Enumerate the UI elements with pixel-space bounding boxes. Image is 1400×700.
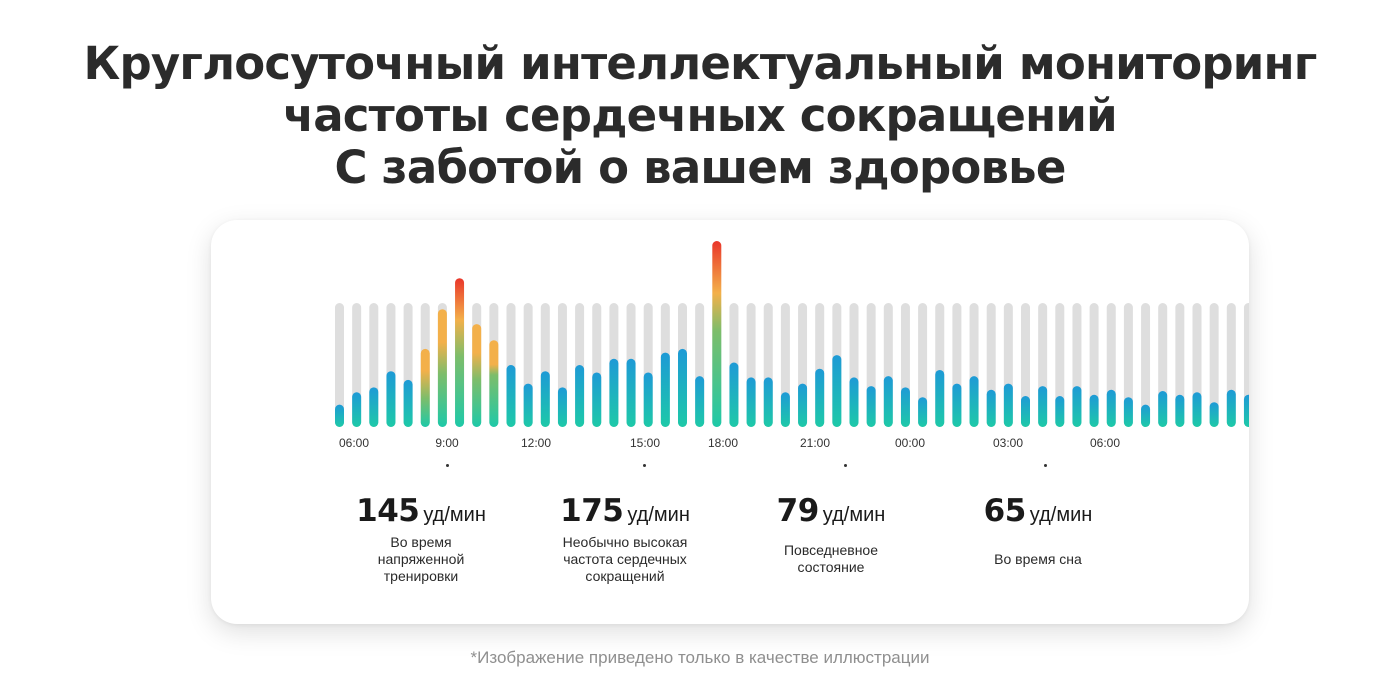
bar: [969, 376, 979, 427]
bar: [798, 383, 808, 427]
bar: [678, 348, 687, 427]
stat-abnormal: 175 уд/мин Необычно высокая частота серде…: [515, 491, 735, 587]
bar: [1209, 402, 1219, 427]
x-tick-label: 03:00: [993, 436, 1023, 450]
bar: [1038, 386, 1048, 427]
bar: [369, 387, 379, 427]
bar: [335, 404, 344, 427]
stat-value: 79: [776, 493, 820, 529]
bar: [626, 358, 636, 427]
bar: [695, 376, 705, 427]
bar: [575, 365, 585, 427]
bar: [952, 383, 962, 427]
bar-peak: [455, 278, 465, 427]
bar: [832, 355, 842, 427]
bar: [386, 371, 396, 427]
stat-label: Во время сна: [994, 550, 1082, 567]
x-tick-label: 9:00: [435, 436, 459, 450]
bar-peak: [420, 348, 430, 427]
bar: [729, 362, 739, 427]
bar: [883, 376, 893, 427]
bar-peak: [472, 324, 482, 427]
bar-peak: [712, 241, 722, 427]
stat-unit: уд/мин: [822, 504, 886, 526]
bar: [660, 352, 670, 427]
bar: [403, 379, 413, 427]
stat-label: Во время напряженной тренировки: [377, 533, 465, 584]
bar: [1003, 383, 1013, 427]
heart-rate-card: 06:00 9:00 12:00 15:00 18:00 21:00 00:00 03:00 0…: [211, 220, 1249, 624]
bar: [1089, 394, 1099, 427]
x-tick-label: 12:00: [521, 436, 551, 450]
stat-value: 145: [356, 493, 420, 529]
bar: [592, 372, 602, 427]
x-tick-label: 18:00: [708, 436, 738, 450]
bar: [1123, 397, 1133, 427]
bar: [609, 358, 619, 427]
bar: [849, 377, 859, 427]
bar: [540, 371, 550, 427]
stat-unit: уд/мин: [627, 504, 690, 526]
bar-track: [1021, 303, 1030, 427]
marker-dot: [844, 464, 847, 467]
heart-rate-chart: 06:00 9:00 12:00 15:00 18:00 21:00 00:00 03:00 0…: [335, 241, 1249, 450]
bar: [1072, 386, 1082, 427]
stat-label: Повседневное состояние: [783, 542, 879, 575]
bar-track: [918, 303, 928, 427]
x-tick-label: 00:00: [895, 436, 925, 450]
bar-track: [1209, 303, 1219, 427]
bar: [1226, 389, 1236, 427]
stat-daily: 79 уд/мин Повседневное состояние: [721, 491, 941, 587]
bar-peak: [437, 309, 447, 427]
bar: [557, 387, 567, 427]
x-axis-ticks: 06:00 9:00 12:00 15:00 18:00 21:00 00:00 03:00 0…: [339, 436, 1120, 450]
bar: [866, 386, 876, 427]
bar-group: [335, 241, 1249, 427]
x-tick-label: 21:00: [800, 436, 830, 450]
marker-dot: [446, 464, 449, 467]
bar: [523, 383, 533, 427]
bar: [1175, 394, 1185, 427]
bar: [918, 397, 928, 427]
marker-dot: [1044, 464, 1047, 467]
bar: [352, 392, 362, 427]
footnote: *Изображение приведено только в качестве…: [470, 648, 930, 667]
bar: [1021, 396, 1030, 427]
x-tick-label: 06:00: [1090, 436, 1120, 450]
headline: Круглосуточный интеллектуальный монитори…: [0, 38, 1400, 194]
stat-label: Необычно высокая частота сердечных сокра…: [562, 533, 688, 584]
headline-line-2: частоты сердечных сокращений: [283, 89, 1118, 142]
stat-training: 145 уд/мин Во время напряженной тренировк…: [311, 491, 531, 587]
marker-dot: [643, 464, 646, 467]
x-tick-label: 15:00: [630, 436, 660, 450]
bar: [900, 387, 910, 427]
bar-track: [1123, 303, 1133, 427]
x-tick-label: 06:00: [339, 436, 369, 450]
bar-track: [335, 303, 344, 427]
bar: [1106, 389, 1116, 427]
bar: [1243, 394, 1249, 427]
headline-line-3: С заботой о вашем здоровье: [334, 141, 1066, 194]
headline-line-1: Круглосуточный интеллектуальный монитори…: [83, 37, 1317, 90]
bar: [986, 389, 996, 427]
bar: [763, 377, 773, 427]
stat-unit: уд/мин: [1029, 504, 1093, 526]
bar: [506, 365, 516, 427]
bar: [643, 372, 653, 427]
bar: [1192, 392, 1202, 427]
bar-track: [1141, 303, 1151, 427]
bar: [1158, 391, 1168, 427]
bar: [935, 369, 945, 427]
stat-value: 65: [983, 493, 1027, 529]
stat-sleep: 65 уд/мин Во время сна: [928, 491, 1148, 587]
bar: [1055, 396, 1065, 427]
bar: [1141, 404, 1151, 427]
bar: [746, 377, 756, 427]
bar: [780, 392, 790, 427]
bar: [815, 368, 825, 427]
bar-peak: [489, 340, 499, 427]
stat-value: 175: [560, 493, 624, 529]
stat-unit: уд/мин: [423, 504, 486, 526]
bar-track: [1055, 303, 1065, 427]
